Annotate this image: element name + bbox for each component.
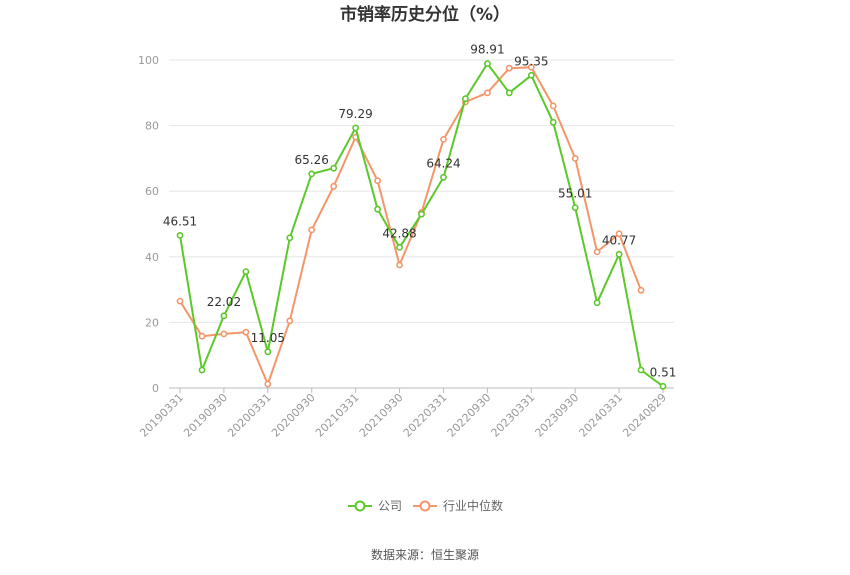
y-tick-label: 40 (145, 251, 159, 264)
source-note: 数据来源：恒生聚源 (371, 547, 479, 562)
data-label: 42.88 (382, 226, 416, 240)
data-label: 64.24 (426, 156, 460, 170)
data-point-company[interactable] (440, 173, 447, 181)
data-label: 98.91 (470, 43, 504, 57)
data-point-industry[interactable] (505, 64, 513, 72)
data-point-company[interactable] (483, 60, 491, 67)
data-point-company[interactable] (198, 366, 206, 374)
x-tick-label: 20240331 (576, 391, 625, 440)
data-point-industry[interactable] (374, 177, 381, 185)
series-line-industry (179, 66, 642, 386)
grid (169, 59, 674, 323)
data-point-company[interactable] (286, 234, 294, 242)
data-label: 11.05 (251, 331, 285, 345)
data-point-company[interactable] (593, 299, 601, 307)
data-point-industry[interactable] (198, 332, 206, 340)
y-tick-label: 20 (145, 316, 159, 329)
x-tick-label: 20190930 (181, 391, 230, 440)
x-tick-label: 20190331 (137, 391, 186, 440)
legend-industry-label: 行业中位数 (443, 498, 503, 513)
legend[interactable]: 公司 行业中位数 (348, 498, 503, 513)
data-point-company[interactable] (505, 89, 513, 97)
y-tick-label: 80 (145, 120, 159, 133)
x-tick-label: 20220331 (401, 391, 450, 440)
data-point-industry[interactable] (308, 226, 316, 234)
data-point-company[interactable] (374, 205, 381, 213)
data-point-company[interactable] (527, 71, 535, 79)
data-point-company[interactable] (308, 170, 316, 178)
data-label: 95.35 (514, 54, 548, 68)
data-point-company[interactable] (615, 250, 623, 258)
data-point-company[interactable] (176, 231, 184, 239)
data-label: 46.51 (163, 214, 197, 228)
x-tick-label: 20210331 (313, 391, 362, 440)
x-axis: 2019033120190930202003312020093020210331… (137, 387, 674, 440)
data-point-industry[interactable] (527, 63, 535, 71)
x-tick-label: 20200930 (269, 391, 318, 440)
data-point-industry[interactable] (483, 89, 491, 97)
data-point-company[interactable] (418, 210, 425, 218)
data-point-industry[interactable] (220, 330, 228, 338)
data-point-company[interactable] (330, 164, 338, 172)
x-tick-label: 20240829 (620, 391, 669, 440)
data-point-industry[interactable] (637, 286, 645, 294)
data-point-company[interactable] (461, 95, 469, 103)
x-tick-label: 20210930 (357, 391, 406, 440)
data-label: 79.29 (338, 107, 372, 121)
data-point-company[interactable] (396, 243, 403, 251)
data-label: 0.51 (650, 365, 677, 379)
legend-item-company[interactable]: 公司 (348, 499, 402, 513)
x-tick-label: 20230930 (533, 391, 582, 440)
data-point-industry[interactable] (615, 230, 623, 238)
data-point-company[interactable] (220, 312, 228, 320)
data-point-industry[interactable] (593, 248, 601, 256)
data-point-industry[interactable] (286, 317, 294, 325)
data-point-industry[interactable] (440, 135, 447, 143)
data-point-industry[interactable] (396, 261, 403, 269)
data-label: 22.02 (207, 295, 241, 309)
data-label: 55.01 (558, 187, 592, 201)
y-tick-label: 0 (152, 382, 159, 395)
data-point-company[interactable] (571, 204, 579, 211)
data-point-industry[interactable] (571, 154, 579, 162)
data-point-company[interactable] (637, 366, 645, 374)
data-point-company[interactable] (352, 124, 359, 132)
x-tick-label: 20220930 (445, 391, 494, 440)
data-point-industry[interactable] (549, 102, 557, 110)
legend-company-marker (354, 500, 366, 512)
data-point-company[interactable] (549, 118, 557, 126)
data-label: 40.77 (602, 233, 636, 247)
data-labels: 46.51 22.02 11.05 65.26 79.29 42.88 64.24 98.91… (163, 43, 677, 380)
data-point-company[interactable] (264, 348, 272, 356)
data-label: 65.26 (295, 153, 329, 167)
data-point-industry[interactable] (242, 328, 250, 336)
legend-company-label: 公司 (378, 499, 402, 513)
data-point-industry[interactable] (176, 297, 184, 305)
data-point-company[interactable] (659, 382, 667, 390)
data-point-industry[interactable] (264, 380, 272, 388)
x-tick-label: 20200331 (225, 391, 274, 440)
legend-item-industry[interactable]: 行业中位数 (413, 498, 503, 513)
y-tick-label: 100 (138, 54, 159, 67)
legend-industry-marker (419, 500, 431, 512)
data-point-company[interactable] (242, 268, 250, 275)
chart-title: 市销率历史分位（%） (340, 4, 510, 25)
series-layer (176, 60, 667, 390)
y-tick-label: 60 (145, 185, 159, 198)
x-tick-label: 20230331 (489, 391, 538, 440)
data-point-industry[interactable] (330, 182, 338, 190)
y-axis: 0 20 40 60 80 100 (138, 54, 159, 395)
